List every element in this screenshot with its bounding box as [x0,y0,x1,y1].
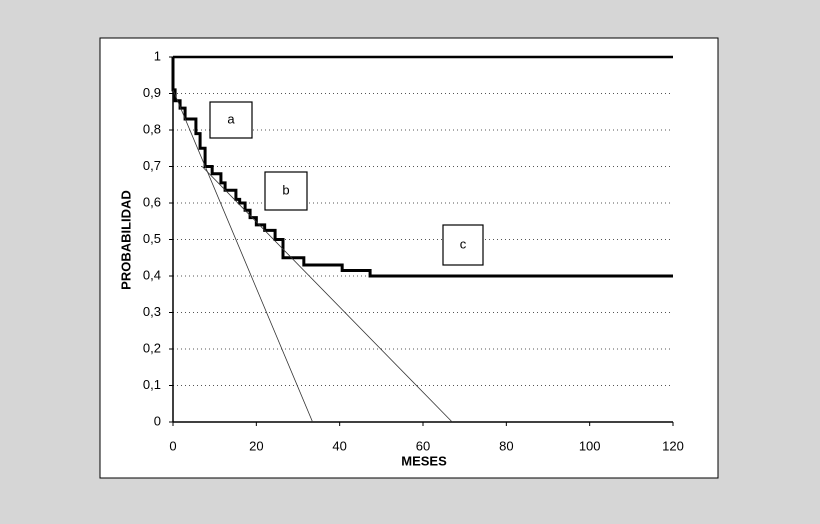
x-tick-label: 0 [169,438,176,453]
y-tick-label: 0,4 [143,267,161,282]
x-tick-label: 80 [499,438,513,453]
annotation-box [209,101,253,139]
y-tick-label: 0,7 [143,158,161,173]
annotation-label: b [282,182,289,197]
x-tick-label: 100 [579,438,601,453]
y-tick-label: 0,8 [143,121,161,136]
trend-line [201,166,453,423]
trend-line [172,89,313,423]
annotation-label: a [227,111,235,126]
x-tick-label: 120 [662,438,684,453]
annotation-box [442,224,484,266]
y-tick-label: 1 [154,48,161,63]
y-axis-title: PROBABILIDAD [118,190,133,290]
annotation-label: c [460,236,467,251]
x-axis-title: MESES [401,453,447,468]
y-tick-label: 0,5 [143,231,161,246]
x-tick-label: 20 [249,438,263,453]
y-tick-label: 0,1 [143,377,161,392]
y-tick-label: 0,3 [143,304,161,319]
chart-frame [99,37,719,479]
y-tick-label: 0,2 [143,340,161,355]
x-tick-label: 40 [332,438,346,453]
x-tick-label: 60 [416,438,430,453]
y-tick-label: 0 [154,413,161,428]
y-tick-label: 0,6 [143,194,161,209]
annotation-box [264,171,308,211]
y-tick-label: 0,9 [143,85,161,100]
